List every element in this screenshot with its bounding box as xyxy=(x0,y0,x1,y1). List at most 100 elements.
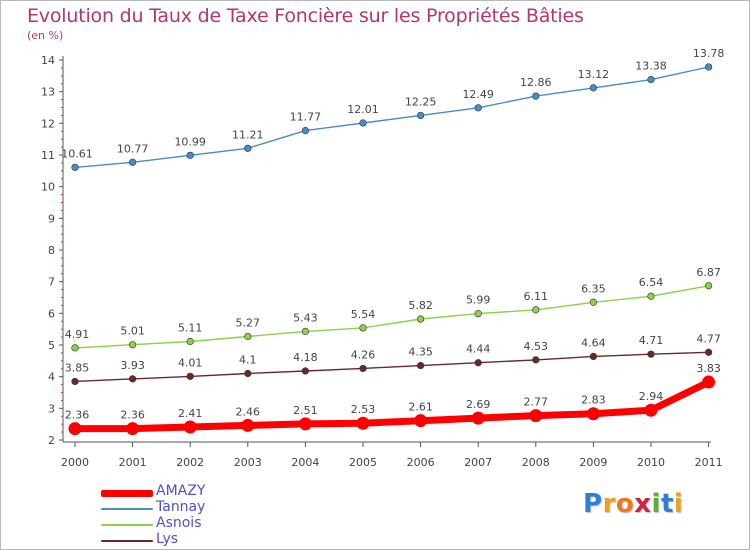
data-point-tannay xyxy=(589,84,598,92)
data-point-tannay xyxy=(301,127,310,135)
logo-letter: r xyxy=(602,489,616,519)
data-point-tannay xyxy=(532,92,540,100)
data-point-lys xyxy=(704,348,713,356)
data-label-tannay: 11.77 xyxy=(290,111,322,124)
data-label-amazy: 2.36 xyxy=(65,409,90,422)
y-tick-label: 5 xyxy=(48,339,55,352)
data-label-tannay: 12.86 xyxy=(520,76,552,89)
data-point-tannay xyxy=(244,144,252,152)
legend-item-asnois: Asnois xyxy=(101,515,301,533)
data-label-lys: 4.01 xyxy=(178,356,203,369)
x-tick-label: 2002 xyxy=(176,456,204,469)
data-point-lys xyxy=(71,377,79,386)
data-label-tannay: 12.01 xyxy=(347,103,379,116)
data-point-amazy xyxy=(471,411,485,425)
data-label-amazy: 2.41 xyxy=(178,407,203,420)
data-label-tannay: 13.78 xyxy=(693,47,725,60)
y-tick-label: 2 xyxy=(48,434,55,447)
data-label-amazy: 2.46 xyxy=(236,405,261,418)
data-label-lys: 3.85 xyxy=(65,361,90,374)
data-point-tannay xyxy=(359,119,367,127)
data-label-lys: 4.26 xyxy=(351,348,376,361)
y-tick-label: 11 xyxy=(41,149,55,162)
data-point-tannay xyxy=(129,158,137,166)
data-label-tannay: 10.77 xyxy=(117,142,149,155)
data-point-lys xyxy=(359,364,367,373)
data-label-lys: 3.93 xyxy=(120,359,145,372)
data-point-tannay xyxy=(474,104,482,112)
logo-letter: P xyxy=(583,489,603,519)
x-tick-label: 2007 xyxy=(464,456,492,469)
data-label-asnois: 5.27 xyxy=(236,316,261,329)
data-label-lys: 4.53 xyxy=(524,340,549,353)
data-point-asnois xyxy=(474,310,482,318)
y-tick-label: 4 xyxy=(48,371,55,384)
data-point-asnois xyxy=(417,315,425,323)
logo-letter: o xyxy=(615,489,635,519)
data-label-lys: 4.44 xyxy=(466,343,491,356)
y-tick-label: 6 xyxy=(48,307,55,320)
data-label-asnois: 6.54 xyxy=(639,276,664,289)
data-label-amazy: 3.83 xyxy=(696,362,721,375)
data-point-lys xyxy=(244,369,252,378)
data-label-asnois: 5.43 xyxy=(293,311,318,324)
x-tick-label: 2009 xyxy=(579,456,607,469)
data-label-asnois: 5.54 xyxy=(351,308,376,321)
data-point-lys xyxy=(301,367,310,375)
series-line-amazy xyxy=(71,378,713,433)
data-label-asnois: 5.99 xyxy=(466,294,491,307)
data-point-asnois xyxy=(589,298,598,306)
proxiti-logo: Proxiti xyxy=(583,489,683,519)
legend-label: AMAZY xyxy=(156,483,206,499)
data-label-tannay: 10.99 xyxy=(174,135,206,148)
legend-swatch xyxy=(101,524,153,526)
data-label-lys: 4.1 xyxy=(239,354,257,367)
legend: AMAZY Tannay Asnois Lys xyxy=(101,483,301,549)
data-label-lys: 4.64 xyxy=(581,336,606,349)
legend-item-tannay: Tannay xyxy=(101,499,301,517)
y-tick-label: 8 xyxy=(48,244,55,257)
data-label-asnois: 5.01 xyxy=(120,325,145,338)
legend-swatch xyxy=(101,508,153,510)
logo-letter: i xyxy=(651,489,661,519)
data-point-amazy xyxy=(356,416,370,430)
data-label-lys: 4.77 xyxy=(696,332,721,345)
x-tick-label: 2003 xyxy=(234,456,262,469)
x-tick-label: 2011 xyxy=(695,456,723,469)
data-point-lys xyxy=(474,359,482,367)
chart-subtitle: (en %) xyxy=(27,29,64,42)
data-label-amazy: 2.77 xyxy=(524,396,549,409)
data-point-amazy xyxy=(414,414,428,428)
logo-letter: i xyxy=(673,489,684,519)
data-label-amazy: 2.53 xyxy=(351,403,376,416)
data-point-amazy xyxy=(702,375,716,389)
data-label-lys: 4.18 xyxy=(293,351,318,364)
data-label-tannay: 12.49 xyxy=(462,88,494,101)
x-tick-label: 2000 xyxy=(61,456,89,469)
data-label-tannay: 11.21 xyxy=(232,128,264,141)
data-point-tannay xyxy=(186,151,194,159)
y-tick-label: 9 xyxy=(48,212,55,225)
x-tick-label: 2008 xyxy=(522,456,550,469)
data-point-asnois xyxy=(244,332,252,341)
x-tick-label: 2010 xyxy=(637,456,665,469)
data-label-tannay: 10.61 xyxy=(61,147,93,160)
series-line-tannay xyxy=(74,66,710,169)
data-label-asnois: 4.91 xyxy=(65,328,90,341)
data-label-asnois: 6.11 xyxy=(524,290,549,303)
data-point-asnois xyxy=(71,344,79,352)
data-point-amazy xyxy=(183,420,197,434)
data-point-lys xyxy=(647,350,655,358)
data-point-asnois xyxy=(301,327,310,335)
data-label-asnois: 5.82 xyxy=(408,299,433,312)
data-point-tannay xyxy=(647,76,655,84)
legend-label: Lys xyxy=(156,531,179,547)
data-point-lys xyxy=(186,372,194,380)
chart-title: Evolution du Taux de Taxe Foncière sur l… xyxy=(27,5,584,27)
data-label-asnois: 6.87 xyxy=(696,266,721,279)
data-point-amazy xyxy=(586,407,600,421)
data-label-tannay: 13.12 xyxy=(578,68,610,81)
data-label-tannay: 12.25 xyxy=(405,95,437,108)
